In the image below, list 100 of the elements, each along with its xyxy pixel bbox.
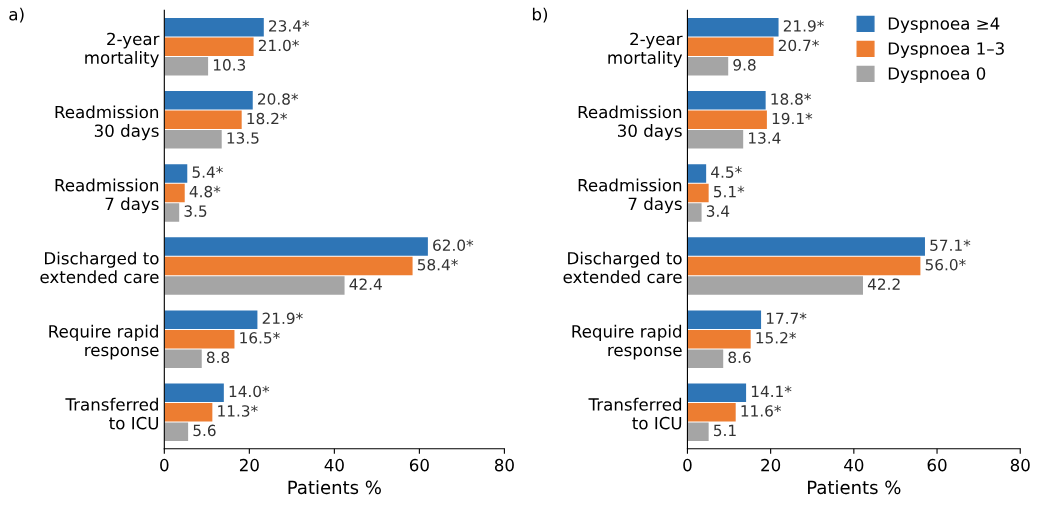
bar <box>687 164 707 183</box>
bar <box>164 203 180 222</box>
y-tick-label: Readmission 30 days <box>578 105 682 141</box>
bar <box>687 383 747 403</box>
y-tick-label: Readmission 7 days <box>578 178 682 214</box>
bar <box>164 383 224 403</box>
bar <box>164 56 209 76</box>
data-label: 5.6 <box>193 424 216 437</box>
x-tick-label: 40 <box>844 458 864 472</box>
data-label: 13.5 <box>227 132 259 144</box>
data-label: 8.6 <box>728 351 751 364</box>
data-label: 21.9* <box>783 20 824 32</box>
x-axis-title: Patients % <box>288 480 381 495</box>
bar <box>687 110 767 130</box>
bar <box>164 310 258 329</box>
bar <box>164 402 213 422</box>
data-label: 5.1* <box>714 185 745 198</box>
data-label: 9.8 <box>733 59 756 71</box>
data-label: 58.4* <box>417 258 458 271</box>
legend-label: Dyspnoea ≥4 <box>888 17 1000 34</box>
data-label: 11.6* <box>741 405 782 417</box>
data-label: 20.7* <box>778 39 819 52</box>
bar <box>687 422 709 441</box>
data-label: 8.8 <box>206 351 230 364</box>
y-tick-label: 2-year mortality <box>85 32 160 68</box>
data-label: 10.3 <box>213 59 246 71</box>
legend-label: Dyspnoea 1–3 <box>888 42 1004 59</box>
y-tick-label: Transferred to ICU <box>588 397 682 430</box>
bar <box>164 422 189 441</box>
y-tick-label: Require rapid response <box>49 324 159 360</box>
bar <box>687 349 724 368</box>
y-tick-label: Readmission 30 days <box>55 105 159 141</box>
data-label: 56.0* <box>925 258 966 271</box>
x-tick-label: 80 <box>494 458 514 472</box>
bar <box>164 349 202 368</box>
data-label: 4.5* <box>711 166 742 178</box>
bar <box>164 237 428 256</box>
bar <box>687 256 921 276</box>
data-label: 18.8* <box>771 93 812 105</box>
data-label: 23.4* <box>269 20 310 32</box>
bar <box>164 183 185 203</box>
bar <box>164 276 345 295</box>
data-label: 14.0* <box>229 385 270 398</box>
bar <box>164 329 235 349</box>
bar <box>687 329 751 349</box>
y-tick-label: Require rapid response <box>572 324 682 360</box>
x-tick-label: 60 <box>927 458 947 472</box>
data-label: 11.3* <box>218 405 258 417</box>
data-label: 21.9* <box>262 312 303 325</box>
bar <box>687 310 762 329</box>
bar <box>164 110 242 130</box>
bar <box>687 402 736 422</box>
bar <box>164 164 188 183</box>
bar <box>687 56 729 76</box>
data-label: 62.0* <box>433 239 474 251</box>
bar <box>164 130 222 149</box>
data-label: 3.5 <box>184 205 207 217</box>
x-tick-label: 0 <box>683 458 692 472</box>
bar <box>164 37 254 57</box>
y-tick-label: 2-year mortality <box>608 32 683 68</box>
data-label: 16.5* <box>240 332 280 344</box>
y-tick-label: Transferred to ICU <box>65 397 159 430</box>
bar <box>687 130 744 149</box>
data-label: 5.4* <box>192 166 223 178</box>
bar <box>687 91 766 110</box>
data-label: 17.7* <box>766 312 807 324</box>
x-tick-label: 40 <box>324 458 344 472</box>
data-label: 13.4 <box>749 132 781 144</box>
legend-label: Dyspnoea 0 <box>888 67 986 83</box>
x-tick-label: 20 <box>239 458 259 472</box>
data-label: 15.2* <box>756 332 797 344</box>
text: a) <box>9 7 24 23</box>
bar <box>164 91 253 110</box>
y-tick-label: Discharged to extended care <box>563 251 682 284</box>
bar <box>687 183 709 203</box>
x-tick-label: 60 <box>409 458 429 472</box>
bar <box>687 237 925 256</box>
data-label: 18.2* <box>247 112 288 125</box>
y-tick-label: Readmission 7 days <box>55 178 159 214</box>
data-label: 42.2 <box>867 278 900 290</box>
bar <box>164 256 413 276</box>
y-tick-label: Discharged to extended care <box>40 251 159 284</box>
data-label: 19.1* <box>772 112 813 125</box>
data-label: 20.8* <box>258 93 299 105</box>
data-label: 57.1* <box>930 239 971 251</box>
bar <box>164 18 264 37</box>
data-label: 4.8* <box>189 185 221 198</box>
data-label: 14.1* <box>751 385 792 397</box>
x-tick-label: 80 <box>1010 458 1030 472</box>
bar <box>687 37 774 57</box>
x-tick-label: 0 <box>160 458 169 472</box>
text: b) <box>532 7 548 23</box>
bar <box>687 203 702 222</box>
data-label: 42.4 <box>349 278 382 290</box>
bar <box>687 276 863 295</box>
x-tick-label: 20 <box>761 458 781 472</box>
data-label: 5.1 <box>714 424 736 437</box>
bar <box>687 18 779 37</box>
data-label: 21.0* <box>258 39 299 52</box>
x-axis-title: Patients % <box>808 480 901 495</box>
